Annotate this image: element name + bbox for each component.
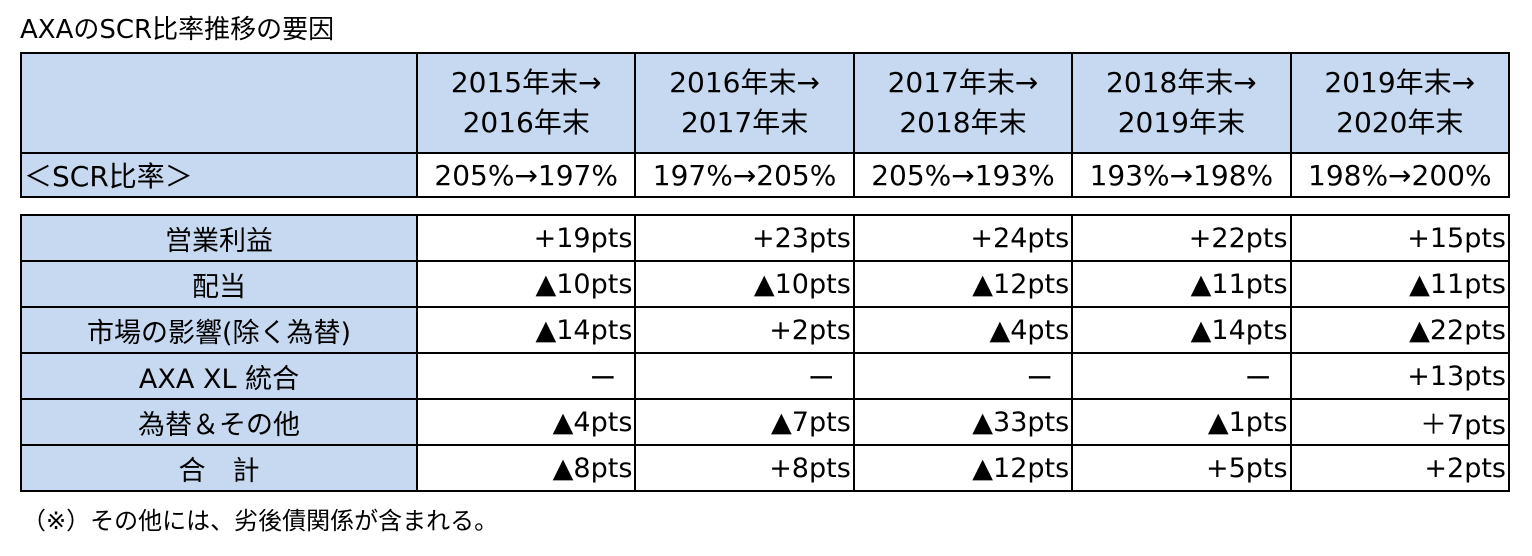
value-cell: +23pts	[634, 214, 855, 262]
scr-ratio-cell: 205%→193%	[852, 152, 1074, 198]
value-cell: ー	[852, 352, 1074, 400]
value-cell: ▲12pts	[852, 444, 1074, 492]
table-row: 市場の影響(除く為替) ▲14pts +2pts ▲4pts ▲14pts ▲2…	[20, 306, 1511, 354]
table-row: 配当 ▲10pts ▲10pts ▲12pts ▲11pts ▲11pts	[20, 260, 1511, 308]
value-cell: +5pts	[1071, 444, 1292, 492]
value-cell: +13pts	[1289, 352, 1511, 400]
value-cell: ▲11pts	[1289, 260, 1511, 308]
value-cell: ▲11pts	[1071, 260, 1292, 308]
row-label: 為替＆その他	[20, 398, 418, 446]
value-cell: ▲7pts	[634, 398, 855, 446]
value-cell: ー	[415, 352, 637, 400]
value-cell: +19pts	[415, 214, 637, 262]
value-cell: ▲33pts	[852, 398, 1074, 446]
value-cell: +8pts	[634, 444, 855, 492]
row-label: 配当	[20, 260, 418, 308]
total-row: 合 計 ▲8pts +8pts ▲12pts +5pts +2pts	[20, 444, 1511, 492]
factors-table: 営業利益 +19pts +23pts +24pts +22pts +15pts …	[20, 214, 1511, 492]
value-cell: ー	[1071, 352, 1292, 400]
scr-ratio-cell: 197%→205%	[634, 152, 855, 198]
value-cell: ▲14pts	[415, 306, 637, 354]
scr-ratio-label: ＜SCR比率＞	[20, 152, 418, 198]
header-table: 2015年末→ 2016年末 2016年末→ 2017年末 2017年末→ 2018年…	[20, 52, 1511, 198]
period-header-cell: 2019年末→ 2020年末	[1289, 52, 1511, 154]
row-label: AXA XL 統合	[20, 352, 418, 400]
table-row: 営業利益 +19pts +23pts +24pts +22pts +15pts	[20, 214, 1511, 262]
period-header-cell: 2018年末→ 2019年末	[1071, 52, 1292, 154]
value-cell: ▲10pts	[634, 260, 855, 308]
scr-ratio-row: ＜SCR比率＞ 205%→197% 197%→205% 205%→193% 19…	[20, 152, 1511, 198]
value-cell: ＋7pts	[1289, 398, 1511, 446]
scr-ratio-cell: 198%→200%	[1289, 152, 1511, 198]
row-label: 営業利益	[20, 214, 418, 262]
page-title: AXAのSCR比率推移の要因	[20, 15, 335, 45]
row-label: 合 計	[20, 444, 418, 492]
scr-ratio-cell: 205%→197%	[415, 152, 637, 198]
value-cell: +15pts	[1289, 214, 1511, 262]
row-label: 市場の影響(除く為替)	[20, 306, 418, 354]
value-cell: +24pts	[852, 214, 1074, 262]
value-cell: ▲1pts	[1071, 398, 1292, 446]
scr-ratio-cell: 193%→198%	[1071, 152, 1292, 198]
value-cell: +2pts	[634, 306, 855, 354]
value-cell: ▲22pts	[1289, 306, 1511, 354]
value-cell: ▲12pts	[852, 260, 1074, 308]
footnote: （※）その他には、劣後債関係が含まれる。	[22, 507, 499, 535]
value-cell: ▲14pts	[1071, 306, 1292, 354]
value-cell: ▲4pts	[415, 398, 637, 446]
period-header-cell: 2017年末→ 2018年末	[852, 52, 1074, 154]
table-row: AXA XL 統合 ー ー ー ー +13pts	[20, 352, 1511, 400]
value-cell: ー	[634, 352, 855, 400]
value-cell: ▲10pts	[415, 260, 637, 308]
value-cell: ▲4pts	[852, 306, 1074, 354]
value-cell: +22pts	[1071, 214, 1292, 262]
period-header-cell: 2015年末→ 2016年末	[415, 52, 637, 154]
corner-cell	[20, 52, 418, 154]
period-header-cell: 2016年末→ 2017年末	[634, 52, 855, 154]
table-row: 為替＆その他 ▲4pts ▲7pts ▲33pts ▲1pts ＋7pts	[20, 398, 1511, 446]
value-cell: ▲8pts	[415, 444, 637, 492]
period-header-row: 2015年末→ 2016年末 2016年末→ 2017年末 2017年末→ 2018年…	[20, 52, 1511, 154]
value-cell: +2pts	[1289, 444, 1511, 492]
